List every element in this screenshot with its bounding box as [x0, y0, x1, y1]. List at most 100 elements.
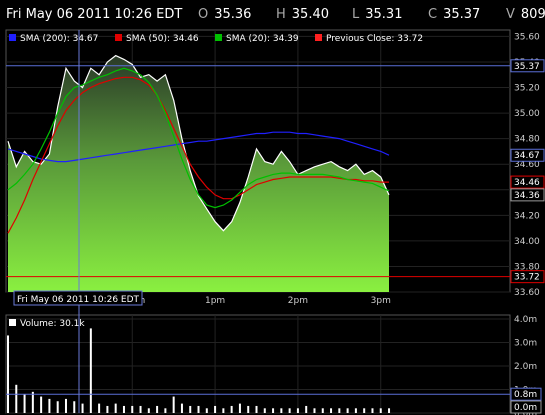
- low-value: 35.31: [365, 7, 403, 22]
- x-tick-label: 1pm: [205, 296, 225, 306]
- price-y-tick-label: 34.80: [514, 135, 540, 145]
- price-tag-box: [510, 148, 545, 162]
- volume-tag-box: [510, 400, 542, 414]
- volume-bar: [56, 401, 59, 413]
- price-y-tick-label: 34.60: [514, 160, 540, 170]
- price-tags: 35.37 34.67 34.46 34.36 33.72: [510, 59, 545, 284]
- volume-value: 809: [520, 7, 545, 22]
- open-key: O: [198, 7, 209, 22]
- volume-y-tick-label: 4.0m: [514, 315, 537, 325]
- legend-label: Previous Close: 33.72: [326, 34, 423, 44]
- price-y-tick-label: 33.80: [514, 262, 540, 272]
- volume-legend: Volume: 30.1k: [20, 319, 85, 329]
- volume-bar: [388, 408, 391, 413]
- price-tag-label: 35.37: [514, 62, 540, 72]
- volume-bar: [214, 405, 217, 413]
- price-tag-box: [510, 59, 545, 73]
- volume-bar: [98, 403, 101, 413]
- volume-bar: [64, 398, 67, 413]
- volume-key: V: [506, 7, 515, 22]
- volume-tag-label: 0.8m: [514, 390, 537, 400]
- price-area: [8, 55, 389, 292]
- volume-bar: [288, 408, 291, 413]
- volume-bar: [164, 408, 167, 413]
- legend-swatch: [9, 34, 16, 41]
- volume-bar: [255, 405, 258, 413]
- volume-bar: [114, 403, 117, 413]
- volume-y-tick-label: 2.0m: [514, 362, 537, 372]
- header-close: C 35.37: [428, 7, 480, 22]
- sma20-line: [7, 67, 390, 209]
- price-tag-label: 34.67: [514, 151, 540, 161]
- x-axis: 12pm1pm2pm3pm: [119, 296, 391, 306]
- volume-bar: [371, 408, 374, 413]
- volume-bar: [7, 335, 9, 413]
- volume-bar: [354, 408, 357, 413]
- volume-bar: [205, 408, 208, 413]
- volume-bar: [31, 391, 34, 413]
- volume-bar: [313, 408, 316, 413]
- header-datetime: Fri May 06 2011 10:26 EDT: [6, 7, 183, 22]
- price-y-tick-label: 33.60: [514, 288, 540, 298]
- legend-label: SMA (50): 34.46: [126, 34, 199, 44]
- x-tick-label: 3pm: [371, 296, 391, 306]
- volume-bar: [131, 405, 134, 413]
- volume-bar: [272, 408, 275, 413]
- legend-swatch: [215, 34, 222, 41]
- volume-bar: [338, 408, 341, 413]
- legend: SMA (200): 34.67 SMA (50): 34.46 SMA (20):…: [9, 34, 423, 44]
- volume-bar: [263, 408, 266, 413]
- high-value: 35.40: [291, 7, 329, 22]
- volume-bar: [122, 405, 125, 413]
- open-value: 35.36: [214, 7, 252, 22]
- volume-bar: [147, 408, 150, 413]
- close-value: 35.37: [443, 7, 481, 22]
- volume-bar: [23, 394, 26, 413]
- volume-panel: 4.0m3.0m2.0m1.0m0.0m 0.8m0.0m Volume: 30…: [5, 314, 542, 415]
- volume-tag-box: [510, 387, 542, 401]
- volume-bar: [139, 405, 142, 413]
- volume-bar: [40, 396, 43, 413]
- volume-bar: [379, 408, 382, 413]
- price-tag-label: 34.46: [514, 178, 540, 188]
- volume-bar: [280, 408, 283, 413]
- legend-label: SMA (200): 34.67: [20, 34, 98, 44]
- volume-bar: [156, 405, 159, 413]
- volume-bar: [48, 398, 51, 413]
- sma50-line: [7, 76, 389, 234]
- price-panel: 35.6035.4035.2035.0034.8034.6034.4034.20…: [5, 29, 545, 306]
- price-tag-label: 33.72: [514, 273, 540, 283]
- price-tag-box: [510, 175, 545, 189]
- volume-bars: [7, 328, 391, 413]
- price-tag-box: [510, 270, 545, 284]
- legend-swatch: [115, 34, 122, 41]
- price-line: [7, 54, 390, 232]
- volume-panel-frame: [5, 314, 511, 414]
- crosshair-label-box: [13, 290, 143, 306]
- header-high: H 35.40: [276, 7, 329, 22]
- x-tick-label: 2pm: [288, 296, 308, 306]
- volume-bar: [230, 405, 233, 413]
- volume-tag-label: 0.0m: [514, 403, 537, 413]
- high-key: H: [276, 7, 286, 22]
- price-y-tick-label: 35.00: [514, 109, 540, 119]
- volume-bar: [296, 408, 299, 413]
- volume-bar: [89, 328, 92, 413]
- price-y-tick-label: 35.20: [514, 84, 540, 94]
- header-low: L 35.31: [352, 7, 402, 22]
- price-y-tick-label: 35.60: [514, 32, 540, 42]
- volume-bar: [81, 403, 84, 413]
- header-volume: V 809: [506, 7, 545, 22]
- price-tag-box: [510, 188, 545, 202]
- volume-bar: [222, 408, 225, 413]
- volume-bar: [238, 403, 241, 413]
- crosshair-label: Fri May 06 2011 10:26 EDT: [17, 295, 140, 305]
- volume-bar: [106, 405, 109, 413]
- price-y-tick-label: 34.00: [514, 237, 540, 247]
- volume-bar: [73, 401, 76, 413]
- volume-legend-swatch: [9, 319, 16, 326]
- volume-bar: [180, 403, 183, 413]
- volume-bar: [330, 408, 333, 413]
